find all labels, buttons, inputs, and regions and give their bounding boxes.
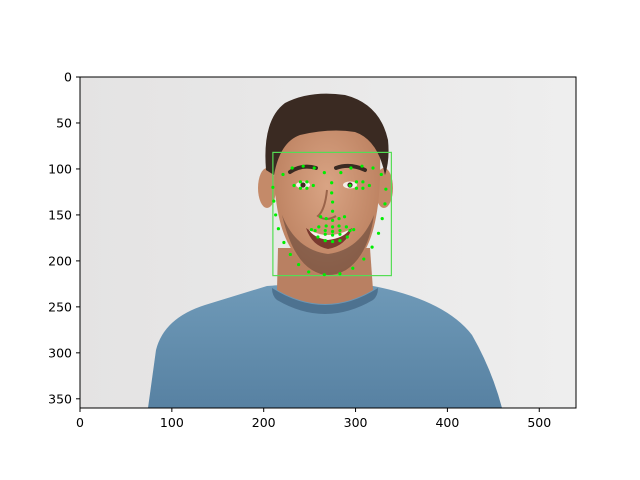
x-tick-label: 100 [160, 415, 184, 430]
landmark-point [338, 239, 342, 243]
landmark-point [383, 202, 387, 206]
landmark-point [361, 186, 365, 190]
landmark-point [362, 257, 366, 261]
landmark-point [271, 185, 275, 189]
plot-area-frame [79, 76, 577, 409]
landmark-point [298, 180, 303, 184]
landmark-point [330, 229, 335, 234]
landmark-point [317, 225, 321, 229]
x-tick-label: 500 [527, 415, 551, 430]
landmark-point [307, 270, 311, 274]
shirt [148, 284, 502, 408]
landmark-point [348, 228, 352, 233]
landmark-point [342, 215, 347, 219]
landmark-point [301, 164, 305, 168]
landmark-point [349, 166, 353, 170]
landmark-point [351, 266, 355, 270]
y-tick-label: 350 [48, 391, 72, 406]
landmark-point [352, 228, 356, 232]
landmark-point [330, 209, 335, 213]
landmark-point [281, 172, 285, 177]
landmark-point [348, 183, 352, 188]
y-tick-label: 100 [48, 161, 72, 176]
x-tick-label: 300 [344, 415, 368, 430]
landmark-point [312, 166, 316, 170]
x-tick-label: 400 [435, 415, 459, 430]
landmark-point [345, 235, 349, 239]
face-bounding-box [272, 151, 392, 277]
landmark-point [323, 228, 327, 233]
landmark-point [330, 225, 335, 229]
landmark-point [297, 262, 301, 267]
y-tick-label: 200 [48, 253, 72, 268]
x-axis: 0 100 200 300 400 500 [76, 408, 551, 430]
landmark-point [323, 239, 327, 243]
landmark-point [311, 183, 315, 188]
landmark-point [309, 228, 314, 232]
landmark-point [330, 239, 335, 244]
y-tick-label: 50 [56, 115, 72, 130]
landmark-point [337, 216, 341, 221]
landmark-point [344, 225, 348, 229]
landmark-point [370, 245, 374, 249]
landmark-point [316, 235, 320, 239]
x-tick-label: 0 [76, 415, 84, 430]
landmark-point [274, 213, 278, 217]
landmark-point [376, 231, 381, 235]
landmark-point [319, 215, 323, 219]
x-tick-label: 200 [252, 415, 276, 430]
y-axis: 0 50 100 150 200 250 300 350 [48, 70, 80, 406]
landmark-point [354, 186, 359, 190]
hair [265, 93, 389, 175]
y-tick-label: 0 [64, 70, 72, 85]
left-ear [258, 168, 276, 208]
landmark-point [338, 232, 342, 236]
landmark-point [330, 181, 334, 185]
landmark-point [323, 232, 327, 236]
landmark-point [380, 216, 384, 221]
landmark-point [384, 187, 388, 191]
landmark-point [322, 171, 326, 175]
y-tick-label: 150 [48, 207, 72, 222]
y-tick-label: 300 [48, 345, 72, 360]
landmark-points [271, 164, 388, 277]
landmark-point [354, 180, 359, 184]
landmark-point [272, 199, 276, 203]
landmark-point [367, 183, 371, 188]
landmark-point [330, 200, 335, 204]
landmark-point [360, 164, 364, 168]
y-tick-label: 250 [48, 299, 72, 314]
landmark-point [322, 273, 326, 277]
portrait-image [80, 77, 576, 408]
landmark-point [305, 186, 309, 190]
landmark-point [339, 171, 343, 175]
landmark-point [338, 228, 342, 233]
landmark-point [330, 233, 335, 237]
landmark-point [330, 218, 335, 223]
landmark-point [361, 180, 365, 184]
landmark-point [305, 180, 309, 184]
landmark-point [290, 166, 294, 170]
landmark-point [330, 191, 334, 195]
landmark-point [276, 227, 280, 231]
landmark-point [371, 166, 375, 170]
landmark-point [324, 216, 328, 221]
landmark-point [338, 272, 342, 276]
landmark-point [324, 224, 328, 228]
landmark-point [379, 172, 383, 177]
landmark-point [337, 224, 341, 228]
landmark-point [288, 252, 292, 257]
landmark-point [298, 186, 303, 190]
landmark-point [282, 240, 286, 245]
landmark-point [292, 183, 296, 188]
landmark-point [313, 228, 317, 233]
